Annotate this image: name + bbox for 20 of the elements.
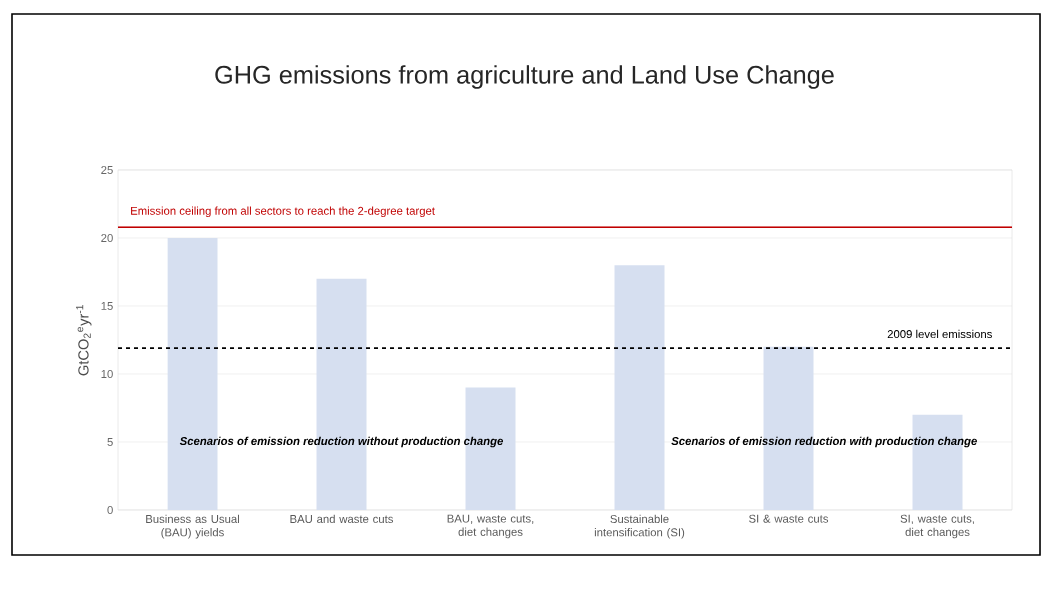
- y-tick-label: 0: [107, 505, 113, 514]
- y-tick-label: 10: [101, 369, 113, 378]
- annotation: Scenarios of emission reduction with production change: [671, 436, 977, 448]
- annotation: Scenarios of emission reduction without production change: [179, 436, 504, 448]
- x-tick-label: Sustainable intensification (SI): [594, 514, 685, 539]
- ref-line-label: 2009 level emissions: [887, 329, 992, 339]
- bar: [465, 387, 516, 510]
- x-tick-label: SI, waste cuts, diet changes: [900, 514, 974, 539]
- x-tick-label: SI & waste cuts: [749, 514, 829, 523]
- bar: [614, 265, 665, 510]
- x-tick-label: BAU, waste cuts, diet changes: [447, 514, 534, 539]
- y-tick-label: 5: [107, 438, 113, 446]
- y-tick-label: 15: [101, 302, 113, 310]
- x-tick-label: Business as Usual (BAU) yields: [146, 514, 239, 539]
- y-axis-title: GtCO$_{2}$$^{e}$yr$^{-1}$: [76, 305, 92, 376]
- chart-title: GHG emissions from agriculture and Land Use Change: [215, 65, 834, 89]
- y-tick-label: 25: [101, 165, 113, 174]
- ref-line-label: Emission ceiling from all sectors to reach the 2-degree target: [131, 206, 435, 218]
- x-tick-label: BAU and waste cuts: [290, 514, 394, 524]
- y-tick-label: 20: [101, 233, 113, 242]
